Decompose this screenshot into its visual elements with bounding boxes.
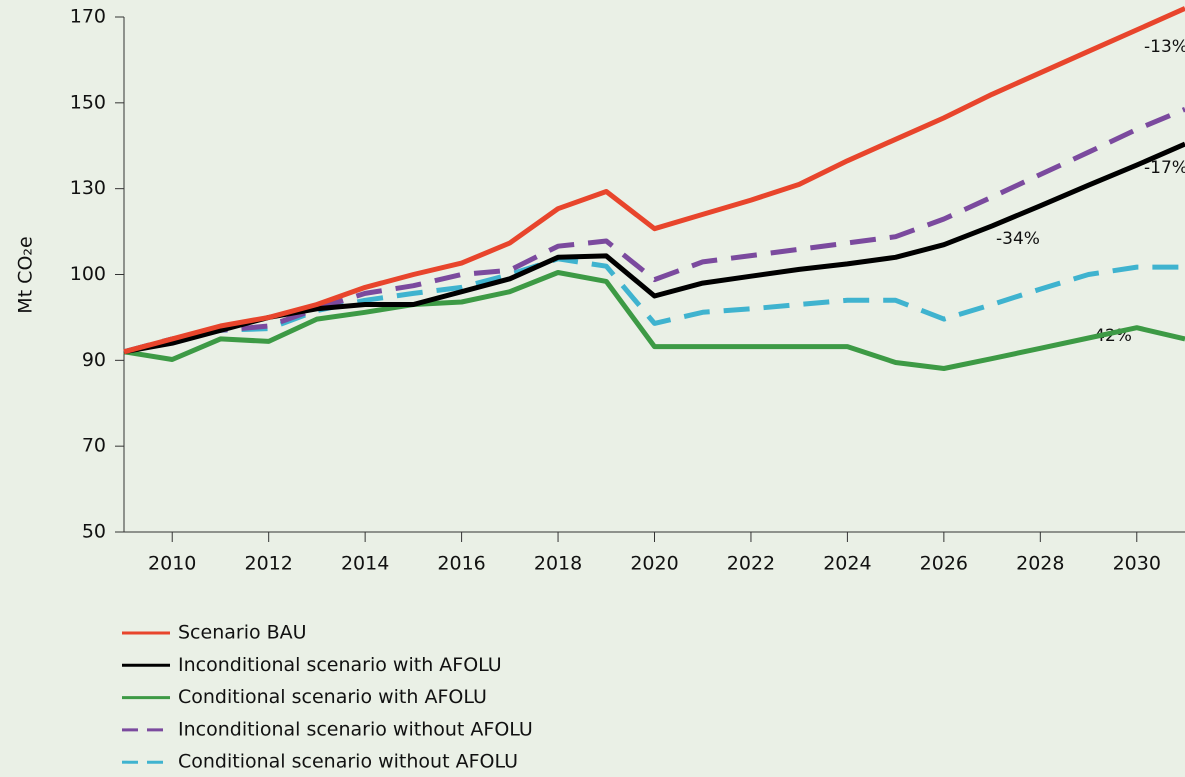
x-tick-label: 2016 xyxy=(437,553,485,575)
x-tick-label: 2030 xyxy=(1113,553,1161,575)
x-tick-label: 2028 xyxy=(1016,553,1064,575)
series-line xyxy=(124,8,1185,351)
x-tick-label: 2010 xyxy=(148,553,196,575)
y-tick-label: 50 xyxy=(82,521,106,543)
x-tick-label: 2012 xyxy=(245,553,293,575)
x-tick-label: 2024 xyxy=(823,553,871,575)
x-tick-label: 2014 xyxy=(341,553,389,575)
y-axis-label: Mt CO₂e xyxy=(15,236,37,313)
y-tick-label: 70 xyxy=(82,435,106,457)
legend-label: Inconditional scenario with AFOLU xyxy=(178,654,502,676)
x-tick-label: 2026 xyxy=(920,553,968,575)
y-tick-label: 100 xyxy=(70,263,106,285)
x-tick-label: 2020 xyxy=(630,553,678,575)
y-tick-label: 150 xyxy=(70,91,106,113)
x-tick-label: 2018 xyxy=(534,553,582,575)
y-tick-label: 170 xyxy=(70,6,106,28)
legend-label: Conditional scenario without AFOLU xyxy=(178,751,518,773)
legend-label: Inconditional scenario without AFOLU xyxy=(178,718,533,740)
y-tick-label: 90 xyxy=(82,349,106,371)
legend-label: Scenario BAU xyxy=(178,622,307,644)
annotation: -13% xyxy=(1144,37,1185,57)
x-tick-label: 2022 xyxy=(727,553,775,575)
y-tick-label: 130 xyxy=(70,177,106,199)
chart: Mt CO₂e -13% -17% -34% -42% 507090100130… xyxy=(0,0,1185,777)
annotation: -34% xyxy=(996,229,1040,249)
legend-label: Conditional scenario with AFOLU xyxy=(178,686,487,708)
series-line xyxy=(124,259,1185,352)
